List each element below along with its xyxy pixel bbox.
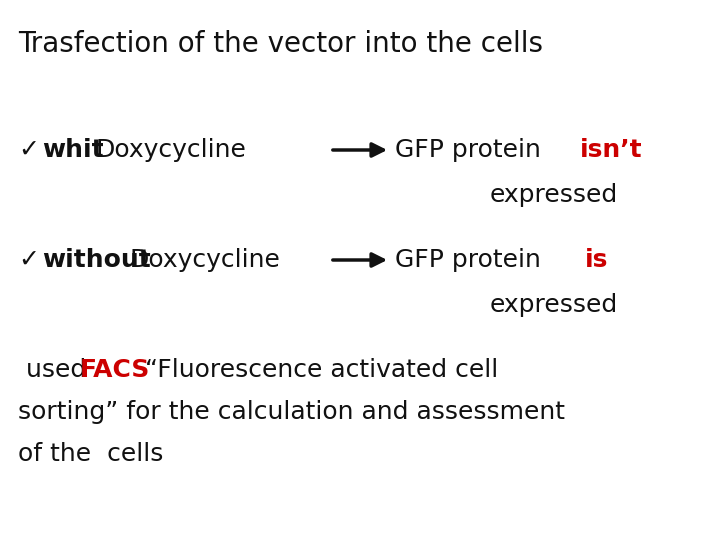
- Text: GFP protein: GFP protein: [395, 138, 541, 162]
- Text: isn’t: isn’t: [580, 138, 643, 162]
- Text: GFP protein: GFP protein: [395, 248, 541, 272]
- Text: Trasfection of the vector into the cells: Trasfection of the vector into the cells: [18, 30, 543, 58]
- Text: sorting” for the calculation and assessment: sorting” for the calculation and assessm…: [18, 400, 565, 424]
- Text: ✓: ✓: [18, 138, 39, 162]
- Text: whit: whit: [42, 138, 104, 162]
- Text: Doxycycline: Doxycycline: [95, 138, 246, 162]
- Text: of the  cells: of the cells: [18, 442, 163, 466]
- Text: expressed: expressed: [490, 183, 618, 207]
- Text: Doxycycline: Doxycycline: [130, 248, 281, 272]
- Text: without: without: [42, 248, 150, 272]
- Text: used: used: [18, 358, 86, 382]
- Text: is: is: [585, 248, 608, 272]
- Text: FACS: FACS: [80, 358, 150, 382]
- Text: “Fluorescence activated cell: “Fluorescence activated cell: [145, 358, 498, 382]
- Text: expressed: expressed: [490, 293, 618, 317]
- Text: ✓: ✓: [18, 248, 39, 272]
